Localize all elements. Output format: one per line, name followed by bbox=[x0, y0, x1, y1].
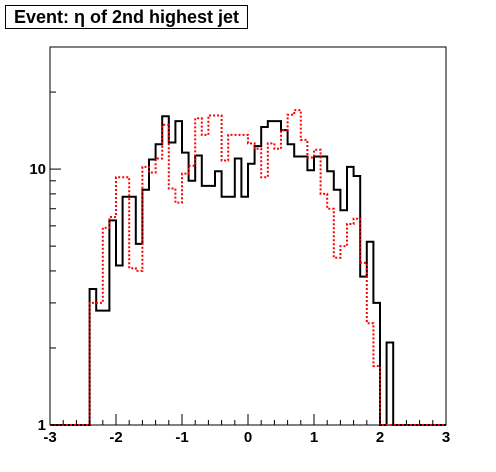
x-tick-label: 3 bbox=[442, 429, 450, 446]
y-tick-label: 1 bbox=[38, 417, 46, 434]
series-2-step-line bbox=[50, 109, 446, 426]
x-tick-label: 2 bbox=[376, 429, 384, 446]
ticks-layer: -3 -2 -1 0 1 2 3 1 10 bbox=[29, 46, 450, 446]
x-tick-label: 1 bbox=[310, 429, 318, 446]
series-1-step-line bbox=[50, 115, 446, 426]
chart-title: Event: η of 2nd highest jet bbox=[5, 5, 249, 29]
x-tick-label: -2 bbox=[109, 429, 122, 446]
y-tick-label: 10 bbox=[29, 161, 46, 178]
x-tick-label: 0 bbox=[244, 429, 252, 446]
x-tick-label: -1 bbox=[175, 429, 188, 446]
series-layer bbox=[50, 109, 446, 426]
x-tick-label: -3 bbox=[43, 429, 56, 446]
